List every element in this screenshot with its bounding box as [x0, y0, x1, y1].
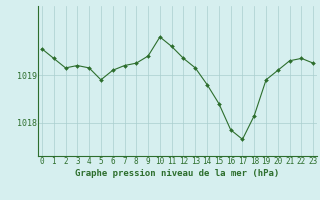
X-axis label: Graphe pression niveau de la mer (hPa): Graphe pression niveau de la mer (hPa) — [76, 169, 280, 178]
